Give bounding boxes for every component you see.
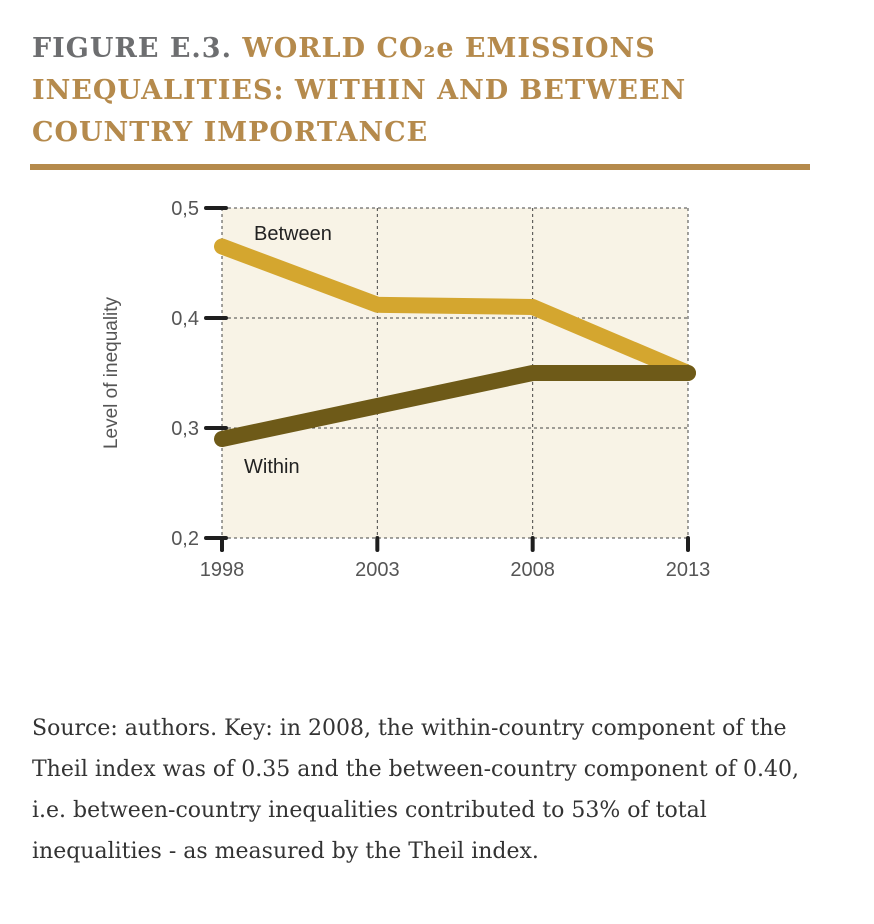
y-axis-label: Level of inequality [101, 296, 122, 449]
y-tick-label: 0,3 [171, 418, 199, 440]
series-label-between: Between [254, 223, 332, 245]
series-line-between [214, 238, 696, 381]
y-tick-label: 0,2 [171, 528, 199, 550]
x-tick-label: 2008 [510, 559, 555, 581]
y-tick-label: 0,4 [171, 308, 199, 330]
x-tick-label: 2003 [355, 559, 400, 581]
x-tick-label: 1998 [200, 559, 245, 581]
series-label-within: Within [244, 456, 300, 478]
axes [204, 206, 690, 552]
tick-labels: 0,2 0,3 0,4 0,5 1998 2003 2008 2013 [171, 198, 710, 581]
figure-label: FIGURE E.3. [32, 33, 232, 64]
x-tick-label: 2013 [666, 559, 711, 581]
line-chart: 0,2 0,3 0,4 0,5 1998 2003 2008 2013 Level of in… [101, 198, 710, 581]
figure-caption: Source: authors. Key: in 2008, the withi… [32, 716, 800, 864]
figure-title-text: WORLD CO₂e EMISSIONS INEQUALITIES: WITHI… [32, 33, 687, 148]
grid-lines [221, 207, 689, 539]
y-tick-label: 0,5 [171, 198, 199, 220]
title-rule [30, 164, 810, 170]
series-lines [214, 238, 696, 447]
figure-title: FIGURE E.3. WORLD CO₂e EMISSIONS INEQUAL… [32, 28, 812, 154]
series-line-within [214, 365, 696, 447]
